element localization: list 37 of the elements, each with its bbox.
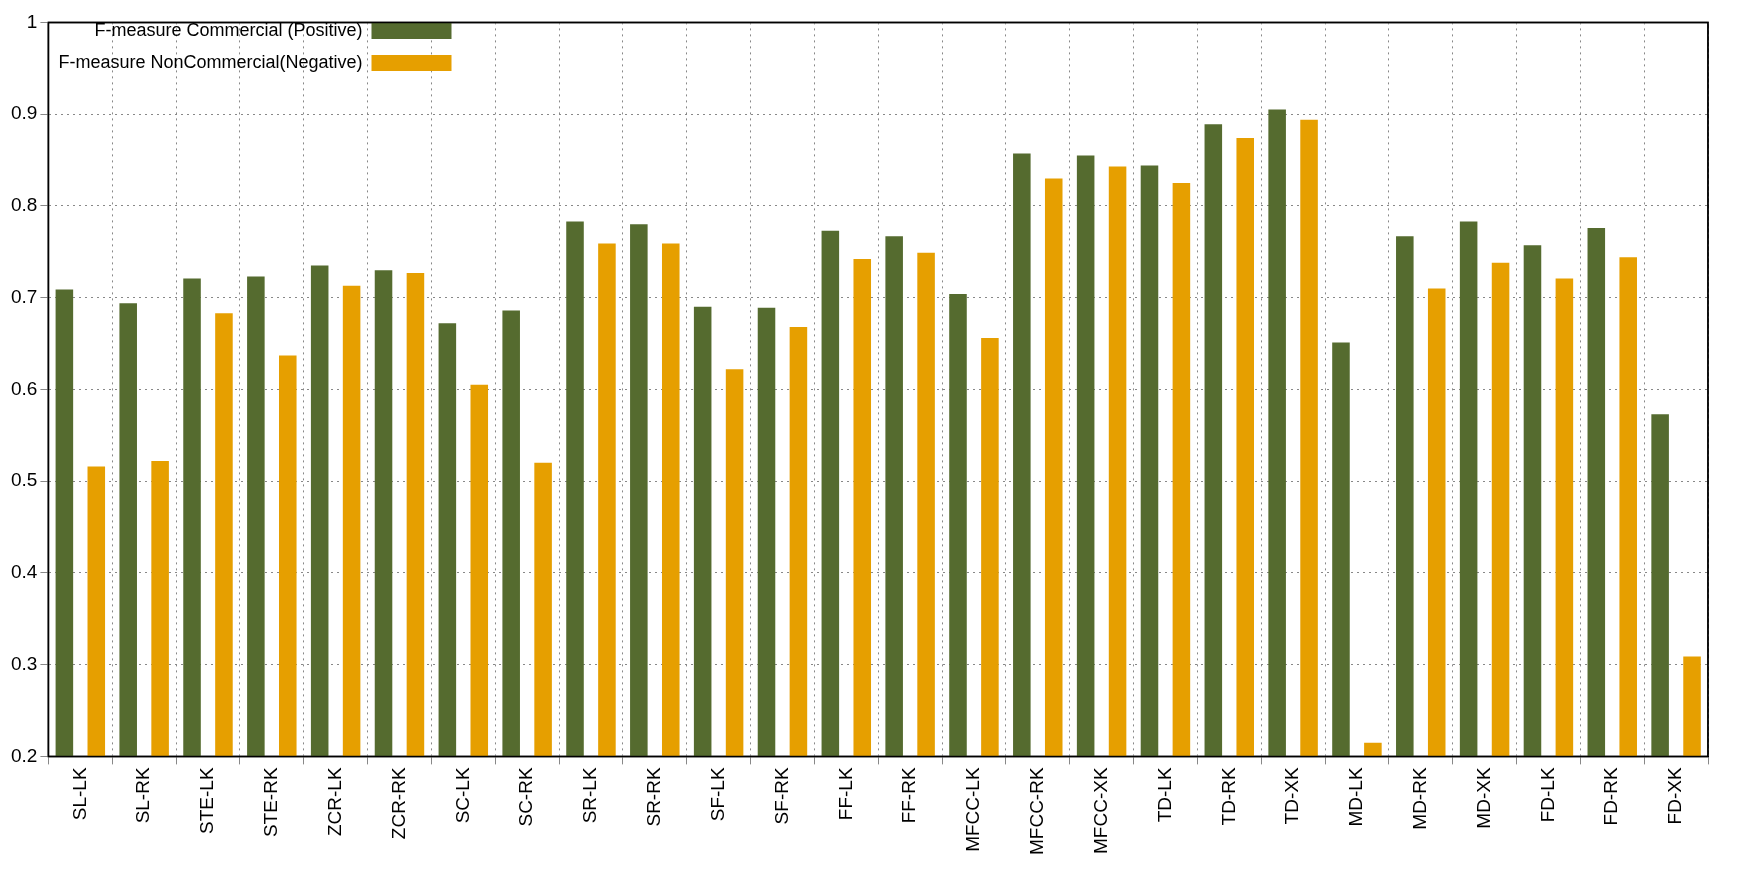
x-tick-label: FD-RK <box>1600 767 1622 826</box>
x-tick-label: FD-XK <box>1664 767 1686 825</box>
x-tick-label: SC-RK <box>515 767 537 827</box>
x-tick-label: FF-RK <box>898 767 920 824</box>
x-tick-label: SL-LK <box>68 767 90 821</box>
y-tick-label: 0.6 <box>10 377 38 399</box>
y-tick-label: 0.2 <box>10 744 38 766</box>
x-tick-label: MFCC-LK <box>962 767 984 852</box>
x-tick-label: ZCR-RK <box>387 767 409 840</box>
x-tick-label: TD-RK <box>1217 767 1239 826</box>
x-tick-label: MFCC-XK <box>1089 767 1111 854</box>
x-tick-label: SC-LK <box>451 767 473 824</box>
x-tick-label: SF-LK <box>706 767 728 822</box>
x-tick-label: STE-RK <box>260 767 282 838</box>
x-tick-label: SF-RK <box>770 767 792 825</box>
x-tick-label: SL-RK <box>132 767 154 824</box>
x-tick-label: FF-LK <box>834 767 856 821</box>
x-tick-label: TD-XK <box>1281 767 1303 825</box>
y-tick-label: 0.7 <box>10 285 38 307</box>
legend-label: F-measure NonCommercial(Negative) <box>58 51 363 72</box>
x-tick-label: SR-LK <box>579 767 601 824</box>
y-tick-label: 0.8 <box>10 194 38 216</box>
x-tick-label: MD-LK <box>1345 767 1367 827</box>
y-tick-label: 0.3 <box>10 652 38 674</box>
x-tick-label: MD-RK <box>1409 767 1430 830</box>
x-tick-label: MD-XK <box>1472 767 1494 829</box>
y-tick-label: 0.4 <box>10 561 38 583</box>
y-tick-label: 0.9 <box>10 102 38 124</box>
x-tick-label: MFCC-RK <box>1026 767 1048 856</box>
y-tick-label: 1 <box>26 10 38 32</box>
x-tick-label: ZCR-LK <box>323 767 345 837</box>
x-tick-label: FD-LK <box>1536 767 1558 823</box>
x-tick-label: STE-LK <box>196 767 218 834</box>
x-tick-label: TD-LK <box>1153 767 1175 823</box>
x-tick-label: SR-RK <box>643 767 665 827</box>
y-tick-label: 0.5 <box>10 469 38 491</box>
legend-label: F-measure Commercial (Positive) <box>94 19 363 40</box>
